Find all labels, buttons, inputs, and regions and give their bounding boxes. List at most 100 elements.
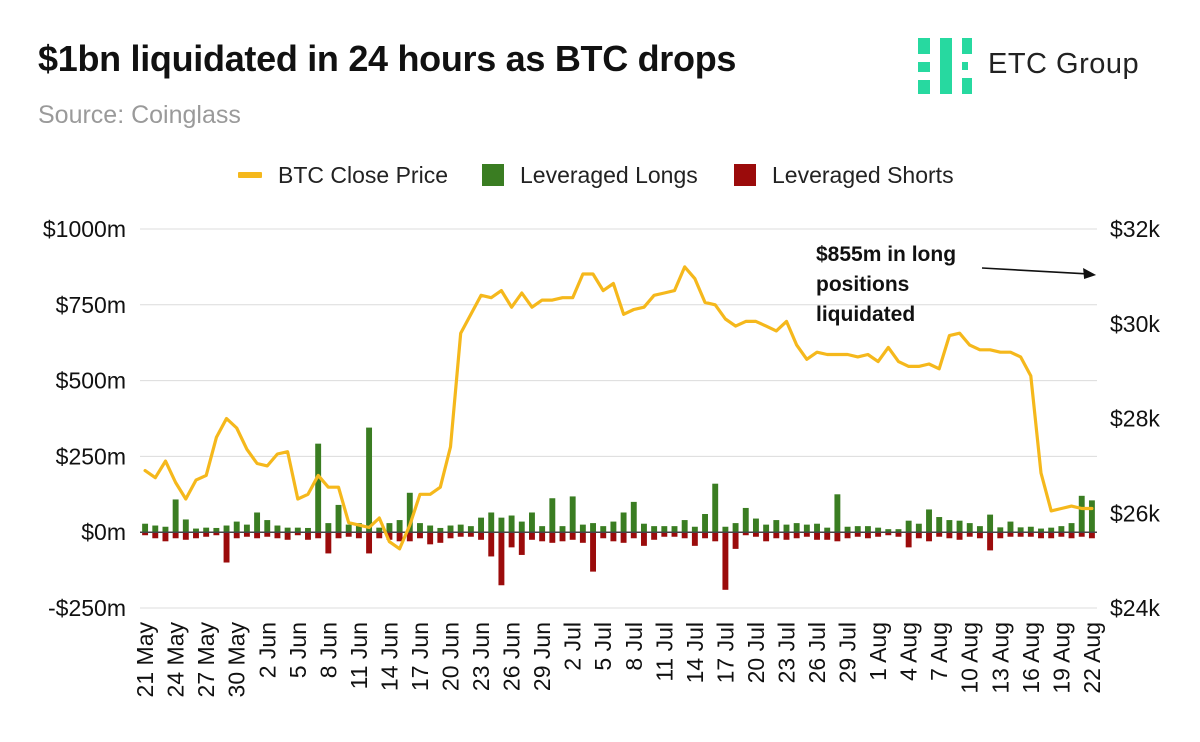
bar-leveraged-shorts bbox=[824, 532, 831, 540]
bar-leveraged-shorts bbox=[172, 532, 179, 539]
bar-leveraged-shorts bbox=[783, 532, 790, 540]
bar-leveraged-shorts bbox=[579, 532, 586, 543]
bar-leveraged-longs bbox=[661, 526, 668, 533]
bar-leveraged-shorts bbox=[742, 532, 749, 536]
bar-leveraged-longs bbox=[1027, 526, 1034, 533]
bar-leveraged-shorts bbox=[1078, 532, 1085, 537]
bar-leveraged-shorts bbox=[915, 532, 922, 539]
bar-leveraged-shorts bbox=[569, 532, 576, 540]
bar-leveraged-shorts bbox=[162, 532, 169, 542]
bar-leveraged-shorts bbox=[1027, 532, 1034, 537]
bar-leveraged-shorts bbox=[203, 532, 210, 537]
bar-leveraged-shorts bbox=[447, 532, 454, 539]
logo-block bbox=[962, 38, 972, 54]
x-axis-tick-label: 20 Jul bbox=[743, 622, 769, 683]
bar-leveraged-longs bbox=[539, 526, 546, 533]
x-axis-tick-label: 5 Jun bbox=[285, 622, 311, 678]
left-axis-tick-label: $0m bbox=[81, 519, 126, 545]
bar-leveraged-shorts bbox=[936, 532, 943, 537]
logo-block bbox=[918, 38, 930, 54]
x-axis-tick-label: 14 Jun bbox=[376, 622, 402, 691]
bar-leveraged-longs bbox=[182, 519, 189, 533]
bar-leveraged-longs bbox=[1088, 500, 1095, 533]
x-axis-tick-label: 24 May bbox=[163, 622, 189, 698]
bar-leveraged-shorts bbox=[640, 532, 647, 546]
x-axis-tick-label: 16 Aug bbox=[1018, 622, 1044, 694]
bar-leveraged-longs bbox=[223, 525, 230, 533]
bar-leveraged-shorts bbox=[875, 532, 882, 537]
bar-leveraged-shorts bbox=[488, 532, 495, 557]
bar-leveraged-shorts bbox=[467, 532, 474, 537]
right-axis-tick-label: $24k bbox=[1110, 595, 1160, 621]
bar-leveraged-shorts bbox=[366, 532, 373, 554]
x-axis-tick-label: 8 Jun bbox=[315, 622, 341, 678]
bar-leveraged-shorts bbox=[508, 532, 515, 548]
bar-leveraged-shorts bbox=[274, 532, 281, 539]
bar-leveraged-longs bbox=[498, 517, 505, 533]
x-axis-tick-label: 17 Jun bbox=[407, 622, 433, 691]
bar-leveraged-longs bbox=[386, 523, 393, 533]
bar-leveraged-longs bbox=[172, 499, 179, 533]
bar-leveraged-longs bbox=[243, 524, 250, 533]
bar-leveraged-shorts bbox=[895, 532, 902, 537]
bar-leveraged-longs bbox=[620, 512, 627, 533]
legend-swatch-box bbox=[734, 164, 756, 186]
bar-leveraged-longs bbox=[844, 526, 851, 533]
bar-leveraged-longs bbox=[691, 526, 698, 533]
bar-leveraged-longs bbox=[508, 515, 515, 533]
annotation-text: liquidated bbox=[816, 303, 915, 326]
bar-leveraged-longs bbox=[814, 523, 820, 533]
legend-item-leveraged-longs: Leveraged Longs bbox=[482, 160, 698, 190]
bar-leveraged-shorts bbox=[305, 532, 311, 540]
logo-block bbox=[940, 38, 952, 94]
bar-leveraged-shorts bbox=[956, 532, 963, 540]
x-axis-tick-label: 26 Jun bbox=[499, 622, 525, 691]
bar-leveraged-shorts bbox=[559, 532, 566, 542]
bar-leveraged-longs bbox=[875, 527, 882, 533]
bar-leveraged-longs bbox=[702, 514, 708, 533]
bar-leveraged-shorts bbox=[325, 532, 332, 554]
bar-leveraged-longs bbox=[610, 521, 617, 533]
bar-leveraged-shorts bbox=[233, 532, 240, 539]
bar-leveraged-longs bbox=[264, 520, 271, 533]
bar-leveraged-shorts bbox=[752, 532, 759, 537]
bar-leveraged-longs bbox=[335, 504, 342, 533]
legend-swatch-box bbox=[482, 164, 504, 186]
bar-leveraged-longs bbox=[427, 525, 434, 533]
etc-group-logo-icon bbox=[918, 38, 972, 94]
annotation-arrow bbox=[981, 267, 1089, 275]
legend-item-btc-price: BTC Close Price bbox=[238, 160, 448, 190]
bar-leveraged-longs bbox=[529, 512, 535, 533]
bar-leveraged-longs bbox=[437, 527, 444, 533]
bar-leveraged-shorts bbox=[661, 532, 668, 537]
bar-leveraged-longs bbox=[885, 529, 892, 533]
bar-leveraged-shorts bbox=[1017, 532, 1024, 537]
bar-leveraged-longs bbox=[478, 517, 485, 533]
bar-leveraged-shorts bbox=[152, 532, 159, 539]
bar-leveraged-longs bbox=[1068, 523, 1075, 533]
left-axis-tick-label: $250m bbox=[56, 443, 126, 469]
x-axis-tick-label: 2 Jul bbox=[560, 622, 586, 671]
legend-swatch-line bbox=[238, 172, 262, 178]
bar-leveraged-shorts bbox=[763, 532, 770, 542]
bar-leveraged-shorts bbox=[417, 532, 423, 539]
bar-leveraged-shorts bbox=[294, 532, 301, 536]
bar-leveraged-longs bbox=[549, 498, 556, 533]
bar-leveraged-shorts bbox=[702, 532, 708, 539]
bar-leveraged-shorts bbox=[284, 532, 291, 540]
annotation-text: positions bbox=[816, 273, 909, 296]
x-axis-tick-label: 11 Jun bbox=[346, 622, 372, 689]
legend-item-leveraged-shorts: Leveraged Shorts bbox=[734, 160, 954, 190]
bar-leveraged-longs bbox=[742, 507, 749, 533]
bar-leveraged-shorts bbox=[142, 532, 149, 536]
x-axis-tick-label: 14 Jul bbox=[682, 622, 708, 683]
bar-leveraged-longs bbox=[1007, 521, 1014, 533]
bar-leveraged-longs bbox=[824, 527, 831, 533]
bar-leveraged-longs bbox=[1017, 527, 1024, 533]
bar-leveraged-shorts bbox=[1038, 532, 1044, 539]
bar-leveraged-shorts bbox=[406, 532, 413, 542]
bar-leveraged-shorts bbox=[600, 532, 607, 539]
bar-leveraged-longs bbox=[630, 501, 637, 533]
bar-leveraged-shorts bbox=[671, 532, 678, 537]
x-axis-tick-label: 8 Jul bbox=[621, 622, 647, 671]
